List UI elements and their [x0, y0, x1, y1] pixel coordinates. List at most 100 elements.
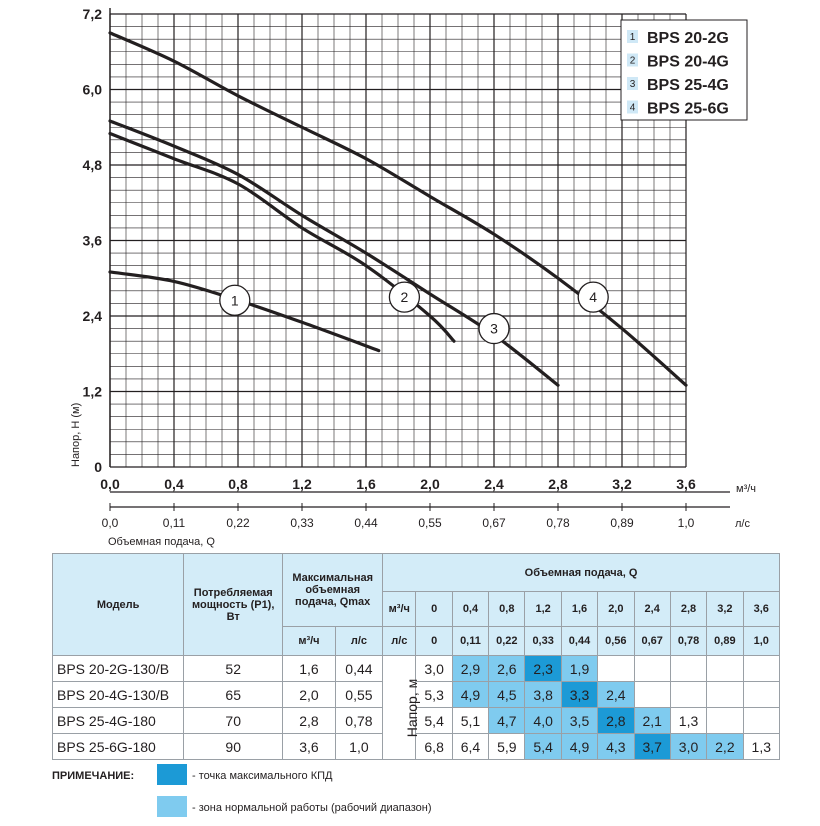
y-tick-label: 7,2	[83, 6, 103, 22]
cell-model: BPS 20-4G-130/В	[51, 681, 185, 708]
max-efficiency-note: - точка максимального КПД	[192, 770, 333, 782]
cell-head-value: 3,7	[633, 733, 671, 760]
y-tick-label: 2,4	[83, 308, 103, 324]
cell-head-value: 1,9	[560, 655, 599, 682]
max-efficiency-swatch	[157, 764, 187, 785]
legend-entry: BPS 20-2G	[647, 30, 729, 47]
cell-qmax-m3h: 1,6	[282, 655, 336, 682]
header-flow-ls: 0,78	[669, 626, 708, 656]
head-label: Напор, м	[404, 678, 421, 737]
cell-head-value	[742, 681, 781, 708]
legend-box	[620, 19, 748, 121]
cell-qmax-ls: 0,55	[334, 681, 384, 708]
x-tick-label-m3h: 1,6	[356, 476, 376, 492]
cell-head-value: 5,3	[415, 681, 453, 708]
cell-head-value: 2,4	[597, 681, 635, 708]
header-flow-ls: 0,44	[560, 626, 599, 656]
cell-head-value: 5,1	[451, 707, 490, 734]
curve-marker-circle	[478, 312, 510, 345]
cell-qmax-ls: 0,44	[334, 655, 384, 682]
chart-axes: 0 1,2 2,4 3,6 4,8 6,0 7,2 Напор, Н (м) 0,0 0,4 0,8…	[70, 6, 756, 548]
cell-head-value: 4,7	[488, 707, 526, 734]
curve-marker-label: 4	[589, 289, 597, 305]
cell-head-value: 6,4	[451, 733, 490, 760]
y-tick-label: 0	[94, 459, 102, 475]
header-unit-ls: л/с	[382, 626, 417, 656]
header-flow-m3h: 0,4	[451, 591, 490, 627]
header-unit-m3h: м³/ч	[382, 591, 417, 627]
x-tick-label-ls: 0,0	[102, 516, 119, 530]
cell-head-value: 3,5	[560, 707, 599, 734]
cell-head-value: 3,3	[560, 681, 599, 708]
curve-marker-label: 2	[401, 289, 409, 305]
cell-head-value: 4,3	[597, 733, 635, 760]
x-tick-label-m3h: 3,2	[612, 476, 632, 492]
note-title: ПРИМЕЧАНИЕ:	[52, 770, 135, 782]
cell-head-value	[633, 681, 671, 708]
x-tick-label-ls: 0,67	[482, 516, 506, 530]
normal-zone-note: - зона нормальной работы (рабочий диапаз…	[192, 802, 432, 814]
x-tick-label-ls: 1,0	[678, 516, 695, 530]
curve-marker-circle	[577, 281, 609, 313]
y-tick-label: 4,8	[83, 157, 103, 173]
x-tick-label-ls: 0,78	[546, 516, 570, 530]
header-power: Потребляемая мощность (Р1), Вт	[183, 553, 284, 656]
x-tick-label-ls: 0,89	[610, 516, 634, 530]
header-flow-m3h: 1,2	[524, 591, 562, 627]
header-flow-ls: 0,11	[451, 626, 490, 656]
header-flow-m3h: 0	[415, 591, 453, 627]
header-flow-m3h: 1,6	[560, 591, 599, 627]
cell-head-value: 4,9	[560, 733, 599, 760]
header-qmax: Максимальная объемная подача, Qmax	[282, 553, 384, 627]
header-flow-ls: 1,0	[742, 626, 781, 656]
cell-head-value: 2,8	[597, 707, 635, 734]
cell-head-value: 1,3	[742, 733, 781, 760]
cell-head-value	[597, 655, 635, 682]
cell-qmax-ls: 1,0	[334, 733, 384, 760]
cell-head-value: 2,9	[451, 655, 490, 682]
header-flow-ls: 0,89	[706, 626, 744, 656]
header-flow-m3h: 3,2	[706, 591, 744, 627]
chart-legend: 1 BPS 20-2G 2 BPS 20-4G 3 BPS 25-4G 4 BPS 25-6G	[620, 19, 748, 121]
x-tick-label-m3h: 3,6	[676, 476, 696, 492]
cell-qmax-m3h: 2,8	[282, 707, 336, 734]
header-flow-m3h: 2,8	[669, 591, 708, 627]
cell-qmax-m3h: 3,6	[282, 733, 336, 760]
normal-zone-swatch	[157, 796, 187, 817]
header-model: Модель	[51, 553, 185, 656]
cell-power: 70	[183, 707, 284, 734]
x-tick-label-m3h: 0,4	[164, 476, 184, 492]
header-qmax-unit-m3h: м³/ч	[282, 626, 336, 656]
legend-number: 3	[630, 79, 636, 90]
cell-head-value: 3,0	[415, 655, 453, 682]
x-tick-label-m3h: 2,4	[484, 476, 504, 492]
x-tick-label-m3h: 2,8	[548, 476, 568, 492]
header-flow-m3h: 3,6	[742, 591, 781, 627]
cell-head-value	[633, 655, 671, 682]
legend-number: 1	[630, 32, 636, 43]
legend-number-bg	[627, 53, 638, 67]
y-tick-label: 6,0	[83, 82, 103, 98]
chart-grid	[109, 13, 687, 468]
cell-head-value: 5,4	[524, 733, 562, 760]
cell-head-value	[706, 707, 744, 734]
x-tick-label-ls: 0,11	[163, 516, 186, 530]
cell-head-value: 2,3	[524, 655, 562, 682]
legend-entry: BPS 25-4G	[647, 77, 729, 94]
series-line-2	[108, 131, 456, 343]
legend-number-bg	[627, 30, 638, 43]
table-row: BPS 20-4G-130/В 65 2,0 0,55 5,3 4,9 4,5 3,8 3,3 2…	[51, 681, 781, 708]
curve-marker-label: 3	[490, 321, 498, 337]
cell-head-value: 4,0	[524, 707, 562, 734]
header-flow-ls: 0,33	[524, 626, 562, 656]
x-unit-m3h: м³/ч	[736, 483, 756, 495]
curve-marker-circle	[219, 284, 251, 316]
cell-head-value: 5,4	[415, 707, 453, 734]
header-flow-ls: 0	[415, 626, 453, 656]
cell-head-value	[742, 707, 781, 734]
chart-curve-markers: 1 2 3 4	[219, 281, 609, 345]
cell-model: BPS 25-6G-180	[51, 733, 185, 760]
x-unit-ls: л/с	[735, 518, 750, 530]
x-tick-label-ls: 0,22	[226, 516, 250, 530]
x-tick-label-m3h: 0,8	[228, 476, 248, 492]
